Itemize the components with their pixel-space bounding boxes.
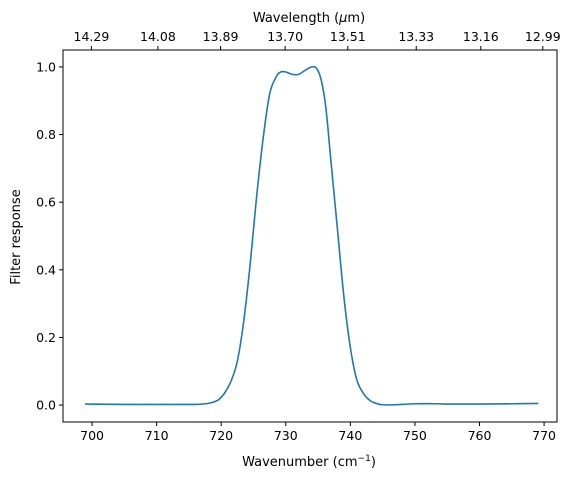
top-tick-label: 13.70 <box>267 29 303 44</box>
plot-frame <box>62 49 558 423</box>
x-tick-label: 750 <box>403 428 427 443</box>
x-axis-title-superscript: −1 <box>358 454 371 464</box>
x-tick-label: 770 <box>532 428 556 443</box>
top-tick-label: 13.89 <box>203 29 239 44</box>
top-tick-label: 13.51 <box>330 29 366 44</box>
y-tick-label: 0.2 <box>36 330 56 345</box>
top-tick-label: 13.16 <box>463 29 499 44</box>
y-tick-label: 1.0 <box>36 59 56 74</box>
bottom-x-ticks: 700 710 720 730 740 750 760 770 <box>80 422 556 443</box>
x-tick-label: 730 <box>274 428 298 443</box>
filter-response-line <box>84 65 539 406</box>
mu-symbol: μ <box>338 11 347 26</box>
y-tick-label: 0.4 <box>36 262 56 277</box>
top-x-ticks: 14.29 14.08 13.89 13.70 13.51 13.33 13.16 12.99 <box>74 29 561 50</box>
top-tick-label: 14.29 <box>74 29 110 44</box>
top-tick-label: 13.33 <box>398 29 434 44</box>
x-tick-label: 720 <box>209 428 233 443</box>
y-tick-label: 0.0 <box>36 398 56 413</box>
y-axis-title: Filter response <box>9 189 24 284</box>
top-axis-title: Wavelength (μm) <box>253 11 365 26</box>
top-tick-label: 12.99 <box>525 29 561 44</box>
x-axis-title: Wavenumber (cm−1) <box>242 454 376 470</box>
y-tick-label: 0.6 <box>36 195 56 210</box>
top-tick-label: 14.08 <box>140 29 176 44</box>
left-y-ticks: 0.0 0.2 0.4 0.6 0.8 1.0 <box>36 59 63 413</box>
y-tick-label: 0.8 <box>36 127 56 142</box>
x-tick-label: 710 <box>145 428 169 443</box>
x-tick-label: 740 <box>338 428 362 443</box>
x-tick-label: 760 <box>468 428 492 443</box>
x-tick-label: 700 <box>80 428 104 443</box>
